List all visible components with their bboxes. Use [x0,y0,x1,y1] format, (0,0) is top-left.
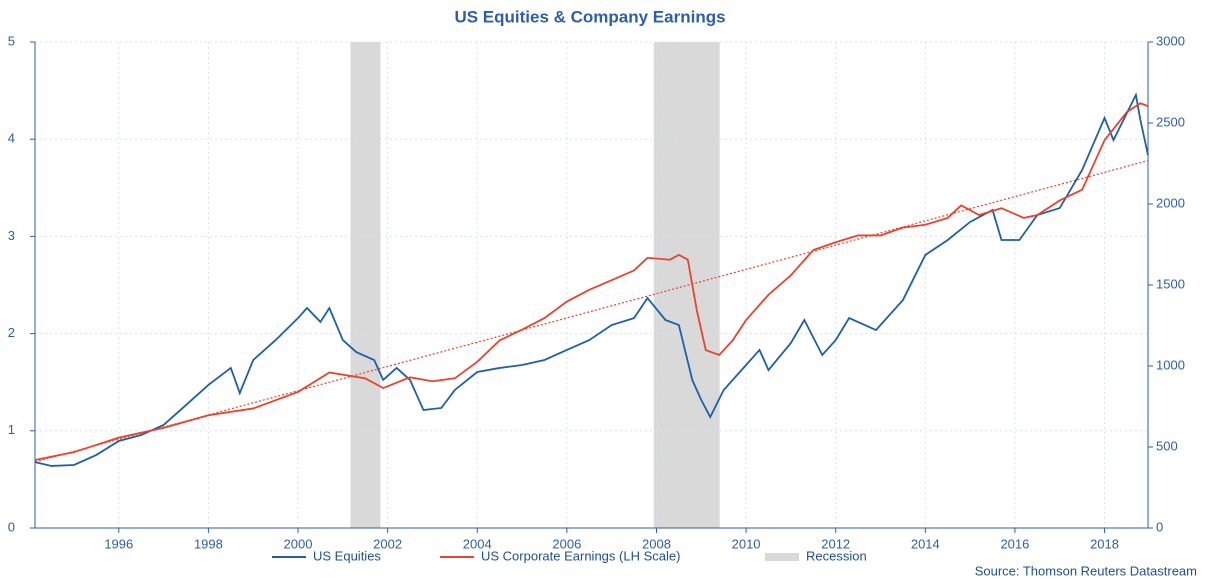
y-tick-label: 1 [8,422,15,437]
x-tick-label: 2018 [1090,536,1119,551]
y2-tick-label: 0 [1156,519,1163,534]
y2-tick-label: 2000 [1156,195,1185,210]
x-tick-label: 2014 [911,536,940,551]
series-line [34,102,1149,461]
y2-tick-label: 1000 [1156,357,1185,372]
series-line [34,92,1149,467]
x-tick-label: 1998 [194,536,223,551]
x-tick-label: 1996 [104,536,133,551]
y-tick-label: 4 [8,131,15,146]
trend-line [34,160,1149,463]
x-tick-label: 2012 [821,536,850,551]
legend-label: US Corporate Earnings (LH Scale) [481,548,680,563]
recession-band [653,42,720,528]
recession-band [350,42,381,528]
x-tick-label: 2004 [463,536,492,551]
y2-tick-label: 500 [1156,438,1178,453]
y2-tick-label: 3000 [1156,33,1185,48]
legend-label: US Equities [313,548,381,563]
x-tick-label: 2000 [284,536,313,551]
x-tick-label: 2010 [732,536,761,551]
source-note: Source: Thomson Reuters Datastream [975,563,1197,578]
y-tick-label: 3 [8,228,15,243]
x-tick-label: 2016 [1000,536,1029,551]
chart-title: US Equities & Company Earnings [454,7,725,26]
y-tick-label: 2 [8,325,15,340]
y-tick-label: 5 [8,33,15,48]
y2-tick-label: 1500 [1156,276,1185,291]
x-tick-label: 2008 [642,536,671,551]
y2-tick-label: 2500 [1156,114,1185,129]
x-tick-label: 2006 [552,536,581,551]
legend-label: Recession [806,548,867,563]
legend-swatch [765,553,799,561]
y-tick-label: 0 [8,519,15,534]
x-tick-label: 2002 [373,536,402,551]
